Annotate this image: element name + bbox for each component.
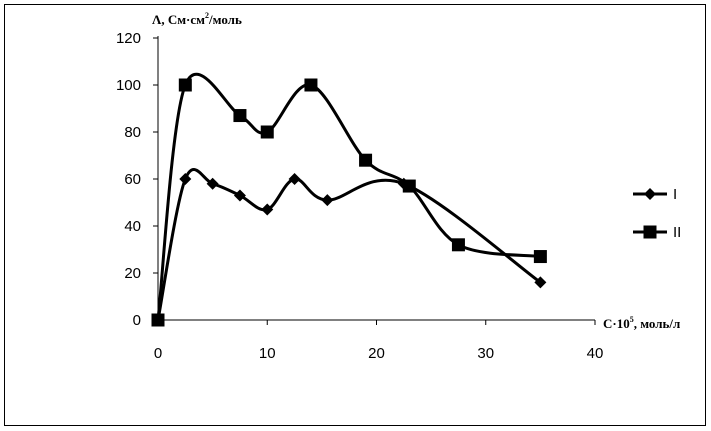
legend-label: II [673,224,681,241]
legend-marker [643,225,657,239]
y-tick-label: 20 [124,265,141,282]
series-line-I [156,168,542,321]
data-point-II [233,109,247,123]
series-I [152,168,547,326]
y-tick-label: 60 [124,171,141,188]
data-point-II [151,313,165,327]
x-tick-label: 30 [477,345,494,362]
data-point-I [534,276,547,289]
axes: 0 20 40 60 80 100 120 0 10 20 30 40 [116,30,603,362]
legend-label: I [673,186,677,203]
series-line-II [156,73,541,321]
series-II [151,73,547,327]
data-point-I [206,177,219,190]
y-tick-label: 100 [116,77,141,94]
data-point-I [321,194,334,207]
y-tick-label: 120 [116,30,141,47]
data-point-II [359,153,373,167]
legend-item-I: I [633,186,677,203]
data-point-I [261,203,274,216]
y-axis-label: Λ, См·см2/моль [152,11,242,27]
legend-marker [644,188,656,200]
y-tick-label: 80 [124,124,141,141]
legend-item-II: II [633,224,681,241]
data-point-II [178,78,192,92]
data-point-II [533,250,547,264]
y-tick-label: 0 [133,312,141,329]
data-point-II [451,238,465,252]
x-tick-label: 20 [368,345,385,362]
data-point-II [304,78,318,92]
data-point-I [288,173,301,185]
legend: III [633,186,681,241]
x-tick-label: 10 [259,345,276,362]
data-point-II [260,125,274,139]
chart-frame [4,4,706,426]
x-tick-label: 40 [587,345,604,362]
x-tick-label: 0 [154,345,162,362]
data-point-II [402,179,416,193]
data-point-I [233,189,246,202]
y-tick-label: 40 [124,218,141,235]
series-layer [151,73,547,327]
x-axis-label: C·105, моль/л [603,315,680,331]
data-point-I [179,173,192,185]
